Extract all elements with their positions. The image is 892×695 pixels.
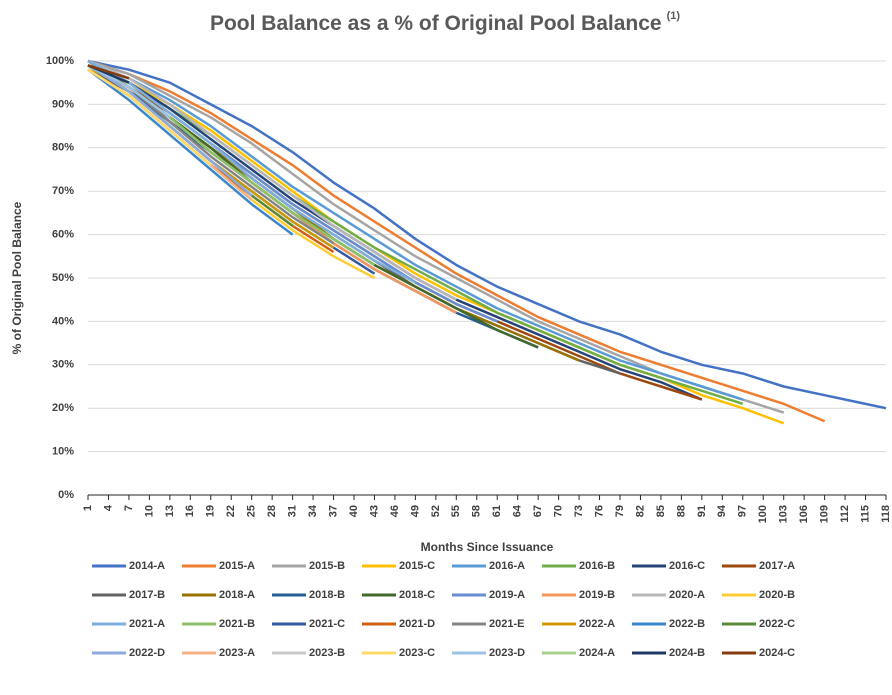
y-tick-label: 30% (52, 359, 74, 371)
x-tick-label: 112 (839, 505, 851, 523)
legend-label: 2014-A (129, 560, 165, 572)
x-tick-label: 22 (225, 505, 237, 517)
legend-label: 2015-C (399, 560, 435, 572)
x-tick-label: 46 (389, 505, 401, 517)
x-tick-label: 88 (675, 505, 687, 517)
x-tick-label: 43 (368, 505, 380, 517)
x-tick-label: 115 (859, 505, 871, 523)
legend-label: 2021-B (219, 618, 255, 630)
x-tick-label: 28 (266, 505, 278, 517)
series-line (87, 59, 744, 401)
title-note: (1) (667, 10, 681, 22)
x-tick-label: 109 (819, 505, 831, 523)
chart-title: Pool Balance as a % of Original Pool Bal… (210, 10, 680, 35)
x-tick-label: 49 (409, 505, 421, 517)
x-tick-label: 37 (327, 505, 339, 517)
x-tick-label: 103 (778, 505, 790, 523)
series-line (87, 68, 212, 167)
x-tick-label: 40 (348, 505, 360, 517)
legend-label: 2020-B (759, 589, 795, 601)
x-tick-label: 118 (880, 505, 892, 523)
x-tick-label: 106 (798, 505, 810, 523)
x-tick-label: 55 (450, 505, 462, 517)
y-tick-label: 0% (58, 489, 74, 501)
y-axis-title: % of Original Pool Balance (10, 201, 24, 354)
x-tick-label: 67 (532, 505, 544, 517)
legend-label: 2022-B (669, 618, 705, 630)
legend-label: 2020-A (669, 589, 705, 601)
x-tick-label: 25 (246, 505, 258, 517)
y-tick-label: 10% (52, 446, 74, 458)
legend-label: 2023-B (309, 647, 345, 659)
x-tick-label: 76 (593, 505, 605, 517)
x-tick-label: 10 (143, 505, 155, 517)
x-tick-label: 52 (430, 505, 442, 517)
x-tick-label: 4 (102, 504, 114, 511)
x-tick-label: 1 (82, 505, 94, 511)
y-tick-label: 20% (52, 402, 74, 414)
y-tick-label: 50% (52, 272, 74, 284)
series-line (87, 64, 171, 119)
x-tick-label: 13 (164, 505, 176, 517)
legend-label: 2021-C (309, 618, 345, 630)
legend-label: 2021-E (489, 618, 524, 630)
legend-label: 2021-D (399, 618, 435, 630)
y-tick-label: 40% (52, 315, 74, 327)
y-tick-label: 100% (46, 55, 74, 67)
series-line (87, 64, 130, 80)
legend-label: 2024-A (579, 647, 615, 659)
legend-label: 2015-A (219, 560, 255, 572)
legend-label: 2019-B (579, 589, 615, 601)
legend-label: 2018-A (219, 589, 255, 601)
legend-label: 2022-C (759, 618, 795, 630)
x-tick-label: 94 (716, 504, 728, 517)
legend-label: 2022-A (579, 618, 615, 630)
x-tick-label: 100 (757, 505, 769, 523)
legend-label: 2016-B (579, 560, 615, 572)
x-tick-label: 82 (634, 505, 646, 517)
x-tick-label: 58 (471, 505, 483, 517)
legend-label: 2016-A (489, 560, 525, 572)
x-tick-label: 19 (205, 505, 217, 517)
x-tick-label: 97 (737, 505, 749, 517)
legend-label: 2018-B (309, 589, 345, 601)
series-line (87, 59, 416, 284)
x-tick-label: 91 (696, 505, 708, 517)
legend-label: 2023-D (489, 647, 525, 659)
x-tick-label: 85 (655, 505, 667, 517)
x-tick-label: 16 (184, 505, 196, 517)
series-line (87, 59, 887, 410)
legend-label: 2023-C (399, 647, 435, 659)
x-tick-label: 64 (512, 504, 524, 517)
legend-label: 2015-B (309, 560, 345, 572)
x-axis-title: Months Since Issuance (421, 540, 554, 554)
legend-label: 2016-C (669, 560, 705, 572)
series-line (87, 68, 294, 236)
series-line (87, 59, 457, 301)
legend-label: 2019-A (489, 589, 525, 601)
x-tick-label: 61 (491, 505, 503, 517)
x-tick-label: 34 (307, 504, 319, 517)
y-tick-label: 60% (52, 229, 74, 241)
legend-label: 2017-A (759, 560, 795, 572)
x-tick-label: 73 (573, 505, 585, 517)
x-tick-label: 31 (287, 505, 299, 517)
legend-label: 2024-C (759, 647, 795, 659)
y-tick-label: 80% (52, 142, 74, 154)
x-tick-label: 7 (123, 505, 135, 511)
x-tick-label: 70 (553, 505, 565, 517)
legend-label: 2018-C (399, 589, 435, 601)
legend-label: 2024-B (669, 647, 705, 659)
series-line (87, 64, 253, 197)
y-tick-label: 90% (52, 98, 74, 110)
title-text: Pool Balance as a % of Original Pool Bal… (210, 12, 662, 35)
legend-label: 2017-B (129, 589, 165, 601)
x-tick-label: 79 (614, 505, 626, 517)
legend-label: 2023-A (219, 647, 255, 659)
legend-label: 2021-A (129, 618, 165, 630)
legend-label: 2022-D (129, 647, 165, 659)
series-line (87, 59, 826, 423)
y-tick-label: 70% (52, 185, 74, 197)
